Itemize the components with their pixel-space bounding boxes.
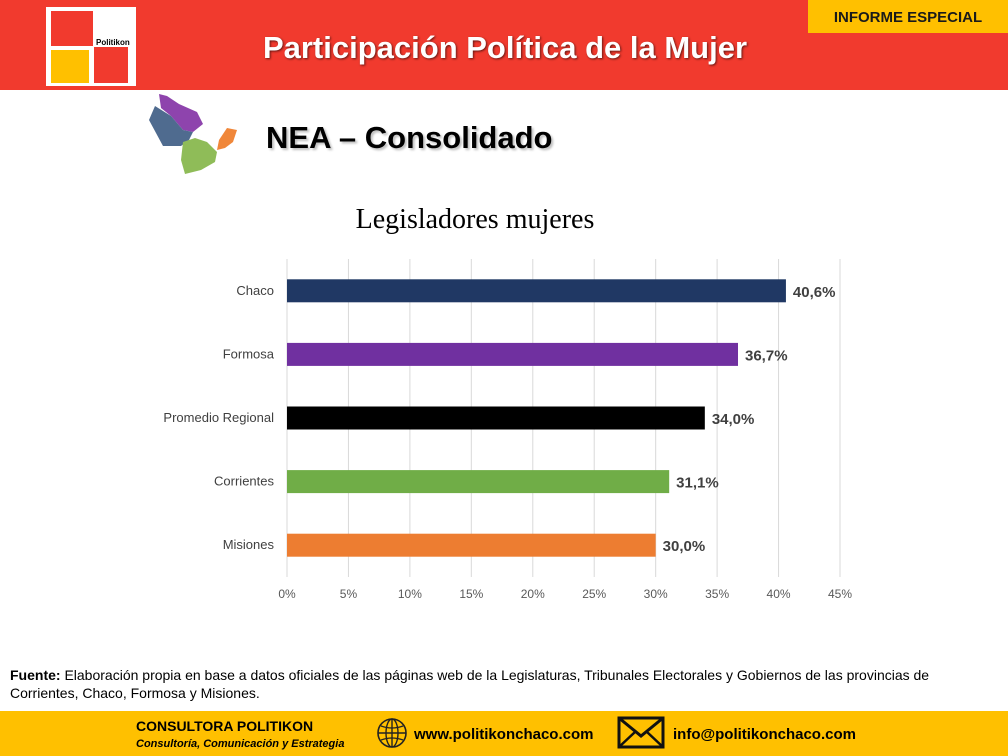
envelope-icon <box>617 716 665 749</box>
data-label: 30,0% <box>663 538 706 555</box>
x-tick-label: 5% <box>340 587 358 601</box>
chart-labels: 0% 5% 10% 15% 20% 25% 30% 35% 40% 45% Chaco 40,6% Fo… <box>163 283 852 601</box>
x-tick-label: 30% <box>644 587 668 601</box>
nea-region-map <box>149 94 237 174</box>
data-label: 34,0% <box>712 411 755 428</box>
category-label: Misiones <box>223 537 275 552</box>
category-label: Promedio Regional <box>163 410 274 425</box>
map-corrientes <box>181 138 217 174</box>
page-title: Participación Política de la Mujer <box>262 30 748 65</box>
bar <box>287 342 739 366</box>
bar <box>287 279 786 303</box>
politikon-logo: Politikon <box>46 7 136 86</box>
x-tick-label: 0% <box>278 587 296 601</box>
report-badge: INFORME ESPECIAL <box>808 0 1008 33</box>
source-label: Fuente: <box>10 667 61 683</box>
bar <box>287 533 656 557</box>
website-link[interactable]: www.politikonchaco.com <box>414 726 594 743</box>
category-label: Chaco <box>236 283 274 298</box>
x-tick-label: 15% <box>459 587 483 601</box>
data-label: 36,7% <box>745 347 788 364</box>
x-tick-label: 10% <box>398 587 422 601</box>
data-label: 31,1% <box>676 475 719 492</box>
footer-bar: CONSULTORA POLITIKON Consultoría, Comuni… <box>0 711 1008 756</box>
x-tick-label: 45% <box>828 587 852 601</box>
source-text: Elaboración propia en base a datos ofici… <box>10 667 930 701</box>
globe-icon <box>377 718 407 748</box>
source-note: Fuente: Elaboración propia en base a dat… <box>10 666 1000 702</box>
bar <box>287 470 670 494</box>
logo-square-red-top-left <box>51 11 93 46</box>
data-label: 40,6% <box>793 284 836 301</box>
chart-bars <box>287 279 786 557</box>
email-link[interactable]: info@politikonchaco.com <box>673 726 856 743</box>
x-tick-label: 40% <box>767 587 791 601</box>
map-misiones <box>217 128 237 150</box>
company-tagline: Consultoría, Comunicación y Estrategia <box>136 738 345 750</box>
x-tick-label: 35% <box>705 587 729 601</box>
logo-square-yellow <box>51 50 89 83</box>
map-chaco <box>149 106 193 146</box>
chart-title: Legisladores mujeres <box>355 204 595 235</box>
bar <box>287 406 705 430</box>
category-label: Formosa <box>223 346 275 361</box>
x-tick-label: 20% <box>521 587 545 601</box>
logo-text: Politikon <box>96 38 130 47</box>
x-tick-label: 25% <box>582 587 606 601</box>
map-formosa <box>159 94 203 132</box>
company-name: CONSULTORA POLITIKON <box>136 718 314 734</box>
category-label: Corrientes <box>214 474 274 489</box>
logo-square-red-bottom-right <box>94 47 128 83</box>
section-title: NEA – Consolidado <box>266 120 553 155</box>
